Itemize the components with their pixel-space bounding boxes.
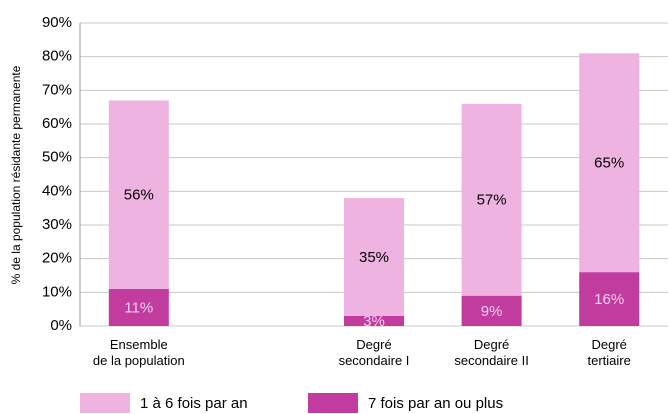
bar-segment <box>344 315 404 326</box>
value-label: 11% <box>124 299 153 316</box>
x-tick-label: Degré tertiaire <box>588 337 631 368</box>
y-tick-label: 50% <box>42 149 72 166</box>
value-label: 65% <box>594 155 624 172</box>
value-label: 16% <box>594 291 624 308</box>
value-label: 9% <box>481 303 503 320</box>
y-axis-label: % de la population résidante permanente <box>9 65 23 284</box>
value-label: 56% <box>124 187 154 204</box>
legend-label: 1 à 6 fois par an <box>140 395 248 412</box>
y-tick-label: 70% <box>42 81 72 98</box>
x-tick-label-line: secondaire I <box>339 353 410 368</box>
bar-segment <box>108 288 169 326</box>
x-tick-label: Degré secondaire I <box>339 337 410 368</box>
x-tick-label-line: de la population <box>93 353 185 368</box>
bar-segment <box>344 198 404 316</box>
bar-segment <box>579 272 640 326</box>
value-label: 35% <box>359 249 389 266</box>
legend-label: 7 fois par an ou plus <box>368 395 503 412</box>
value-label: 57% <box>477 192 507 209</box>
bar-segment <box>461 103 522 296</box>
x-tick-label-line: Ensemble <box>110 337 168 352</box>
bar-segment <box>461 295 522 326</box>
x-tick-label: Ensemble de la population <box>93 337 185 368</box>
y-tick-label: 80% <box>42 48 72 65</box>
y-tick-label: 30% <box>42 216 72 233</box>
x-tick-label-line: secondaire II <box>454 353 528 368</box>
y-tick-label: 0% <box>50 317 72 334</box>
x-tick-label-line: Degré <box>474 337 509 352</box>
value-label: 3% <box>363 313 385 330</box>
y-tick-label: 40% <box>42 182 72 199</box>
x-tick-label-line: Degré <box>591 337 626 352</box>
legend-swatch <box>80 393 130 413</box>
y-tick-label: 10% <box>42 283 72 300</box>
y-tick-label: 20% <box>42 250 72 267</box>
x-tick-label: Degré secondaire II <box>454 337 528 368</box>
x-tick-label-line: Degré <box>356 337 391 352</box>
x-tick-label-line: tertiaire <box>588 353 631 368</box>
bar-segment <box>108 100 169 289</box>
legend-swatch <box>308 393 358 413</box>
y-tick-label: 60% <box>42 115 72 132</box>
bar-segment <box>579 53 640 273</box>
y-tick-label: 90% <box>42 14 72 31</box>
